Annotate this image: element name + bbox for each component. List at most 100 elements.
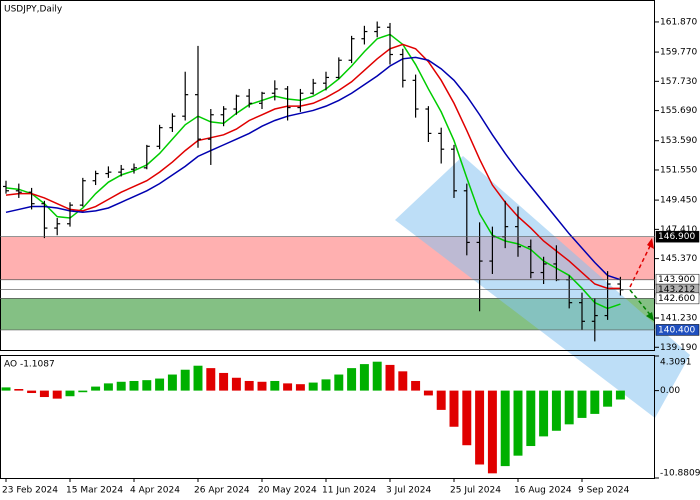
histogram-bar — [539, 390, 549, 437]
ohlc-bar — [28, 187, 35, 210]
ohlc-bar — [515, 206, 521, 257]
histogram-bar — [129, 380, 139, 391]
indicator-label: AO -1.1087 — [4, 360, 55, 370]
histogram-bar — [347, 368, 357, 391]
chart-title: USDJPY,Daily — [4, 5, 63, 15]
x-tick-label: 9 Sep 2024 — [578, 486, 630, 496]
ohlc-bar — [220, 106, 227, 127]
histogram-bar — [577, 390, 587, 418]
histogram-bar — [411, 380, 421, 391]
y-tick-label: 151.550 — [660, 165, 697, 175]
x-tick-label: 15 Mar 2024 — [66, 486, 123, 496]
down-arrow-head — [646, 312, 654, 321]
histogram-bar — [103, 383, 113, 391]
ohlc-bar — [591, 298, 598, 342]
histogram-bar — [295, 384, 305, 391]
ohlc-bar — [92, 170, 99, 186]
x-tick-label: 16 Aug 2024 — [514, 486, 572, 496]
y-tick-label: 147.410 — [660, 225, 697, 235]
moving-average — [5, 56, 621, 281]
ohlc-bar — [335, 57, 342, 79]
ohlc-bar — [579, 292, 585, 330]
histogram-bar — [270, 380, 280, 391]
ohlc-bar — [118, 164, 125, 177]
histogram-bar — [167, 374, 177, 391]
level-label: 146.900 — [658, 232, 695, 242]
x-tick-label: 25 Jul 2024 — [450, 486, 501, 496]
y-tick-label: 149.450 — [660, 196, 697, 206]
histogram-bar — [142, 380, 152, 391]
histogram-bar — [590, 390, 600, 414]
trend-channel — [395, 156, 690, 418]
main-frame — [0, 0, 655, 351]
histogram-bar — [244, 380, 254, 391]
ohlc-bar — [246, 88, 253, 108]
histogram-bar — [116, 381, 126, 391]
y-tick-label: 159.770 — [660, 48, 697, 58]
ohlc-bar — [67, 202, 73, 227]
level-label-box — [655, 324, 700, 336]
y-tick-label: 145.370 — [660, 254, 697, 264]
ohlc-bar — [438, 127, 445, 164]
x-tick-label: 26 Apr 2024 — [194, 486, 250, 496]
y-tick-label: 157.730 — [660, 77, 697, 87]
ohlc-bar — [207, 109, 214, 165]
ohlc-bar — [105, 166, 112, 178]
histogram-bar — [475, 390, 485, 465]
histogram-bar — [551, 390, 561, 431]
ohlc-bar — [604, 271, 611, 320]
histogram-bar — [603, 390, 613, 407]
histogram-bar — [39, 390, 49, 398]
ohlc-bar — [361, 25, 368, 45]
histogram-bar — [91, 386, 101, 391]
ohlc-bar — [374, 21, 381, 38]
ohlc-bar — [348, 35, 355, 64]
x-tick-label: 20 May 2024 — [258, 486, 317, 496]
y-tick-label: 141.230 — [660, 314, 697, 324]
ohlc-bar — [143, 144, 150, 170]
histogram-bar — [334, 374, 344, 391]
histogram-bar — [526, 390, 536, 447]
indicator-tick-label: 0.00 — [660, 386, 680, 396]
ohlc-bar — [233, 94, 240, 115]
ohlc-bar — [310, 78, 317, 95]
histogram-bar — [193, 365, 203, 391]
x-tick-label: 3 Jul 2024 — [386, 486, 431, 496]
histogram-bar — [1, 387, 11, 391]
up-arrow-head — [647, 238, 654, 249]
histogram-bar — [180, 369, 190, 391]
histogram-bar — [257, 381, 267, 391]
y-tick-label: 161.870 — [660, 17, 697, 27]
histogram-bar — [513, 390, 523, 456]
histogram-bar — [359, 364, 369, 391]
ohlc-bar — [169, 113, 176, 132]
indicator-tick-label: -10.8809 — [660, 469, 700, 479]
level-label-box — [655, 292, 700, 305]
ohlc-bar — [387, 22, 393, 65]
ohlc-bar — [323, 71, 329, 91]
histogram-bar — [372, 361, 382, 391]
histogram-bar — [155, 378, 165, 391]
level-label: 143.212 — [658, 285, 695, 295]
histogram-bar — [27, 390, 37, 394]
x-tick-label: 11 Jun 2024 — [322, 486, 376, 496]
ohlc-bar — [284, 86, 291, 121]
ohlc-bar — [463, 183, 470, 256]
ohlc-bar — [79, 177, 86, 207]
histogram-bar — [283, 383, 293, 391]
histogram-bar — [615, 390, 625, 400]
ohlc-bar — [156, 124, 163, 150]
histogram-bar — [321, 379, 331, 391]
ohlc-bar — [297, 88, 304, 112]
ohlc-bar — [15, 183, 22, 198]
ohlc-bar — [527, 239, 534, 279]
histogram-bar — [462, 390, 472, 446]
ohlc-bar — [182, 71, 189, 121]
ohlc-bar — [399, 48, 406, 88]
ohlc-bar — [41, 200, 48, 239]
histogram-bar — [564, 390, 574, 425]
ohlc-bar — [425, 106, 432, 143]
ohlc-bar — [3, 180, 9, 194]
ohlc-bar — [54, 218, 61, 236]
